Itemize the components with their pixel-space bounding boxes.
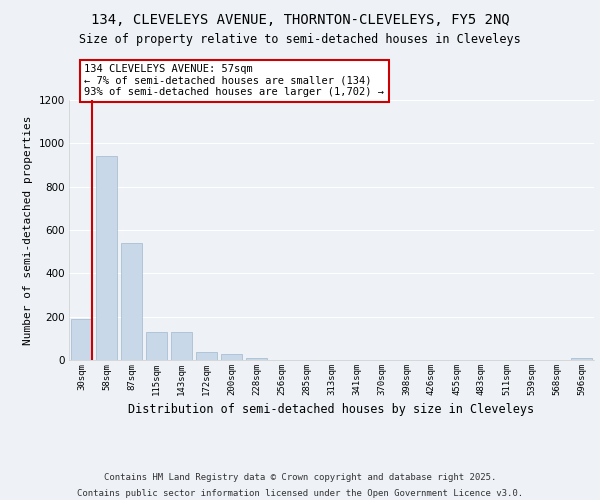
- Bar: [146, 332, 167, 360]
- Bar: [571, 358, 592, 360]
- Bar: [121, 243, 142, 360]
- Text: Contains HM Land Registry data © Crown copyright and database right 2025.: Contains HM Land Registry data © Crown c…: [104, 472, 496, 482]
- Bar: [71, 319, 92, 360]
- Bar: [96, 156, 117, 360]
- Text: Contains public sector information licensed under the Open Government Licence v3: Contains public sector information licen…: [77, 489, 523, 498]
- Bar: [196, 352, 217, 360]
- Bar: [171, 332, 192, 360]
- Bar: [246, 358, 267, 360]
- Bar: [221, 354, 242, 360]
- Text: 134, CLEVELEYS AVENUE, THORNTON-CLEVELEYS, FY5 2NQ: 134, CLEVELEYS AVENUE, THORNTON-CLEVELEY…: [91, 12, 509, 26]
- X-axis label: Distribution of semi-detached houses by size in Cleveleys: Distribution of semi-detached houses by …: [128, 404, 535, 416]
- Text: 134 CLEVELEYS AVENUE: 57sqm
← 7% of semi-detached houses are smaller (134)
93% o: 134 CLEVELEYS AVENUE: 57sqm ← 7% of semi…: [85, 64, 385, 98]
- Text: Size of property relative to semi-detached houses in Cleveleys: Size of property relative to semi-detach…: [79, 32, 521, 46]
- Y-axis label: Number of semi-detached properties: Number of semi-detached properties: [23, 116, 33, 345]
